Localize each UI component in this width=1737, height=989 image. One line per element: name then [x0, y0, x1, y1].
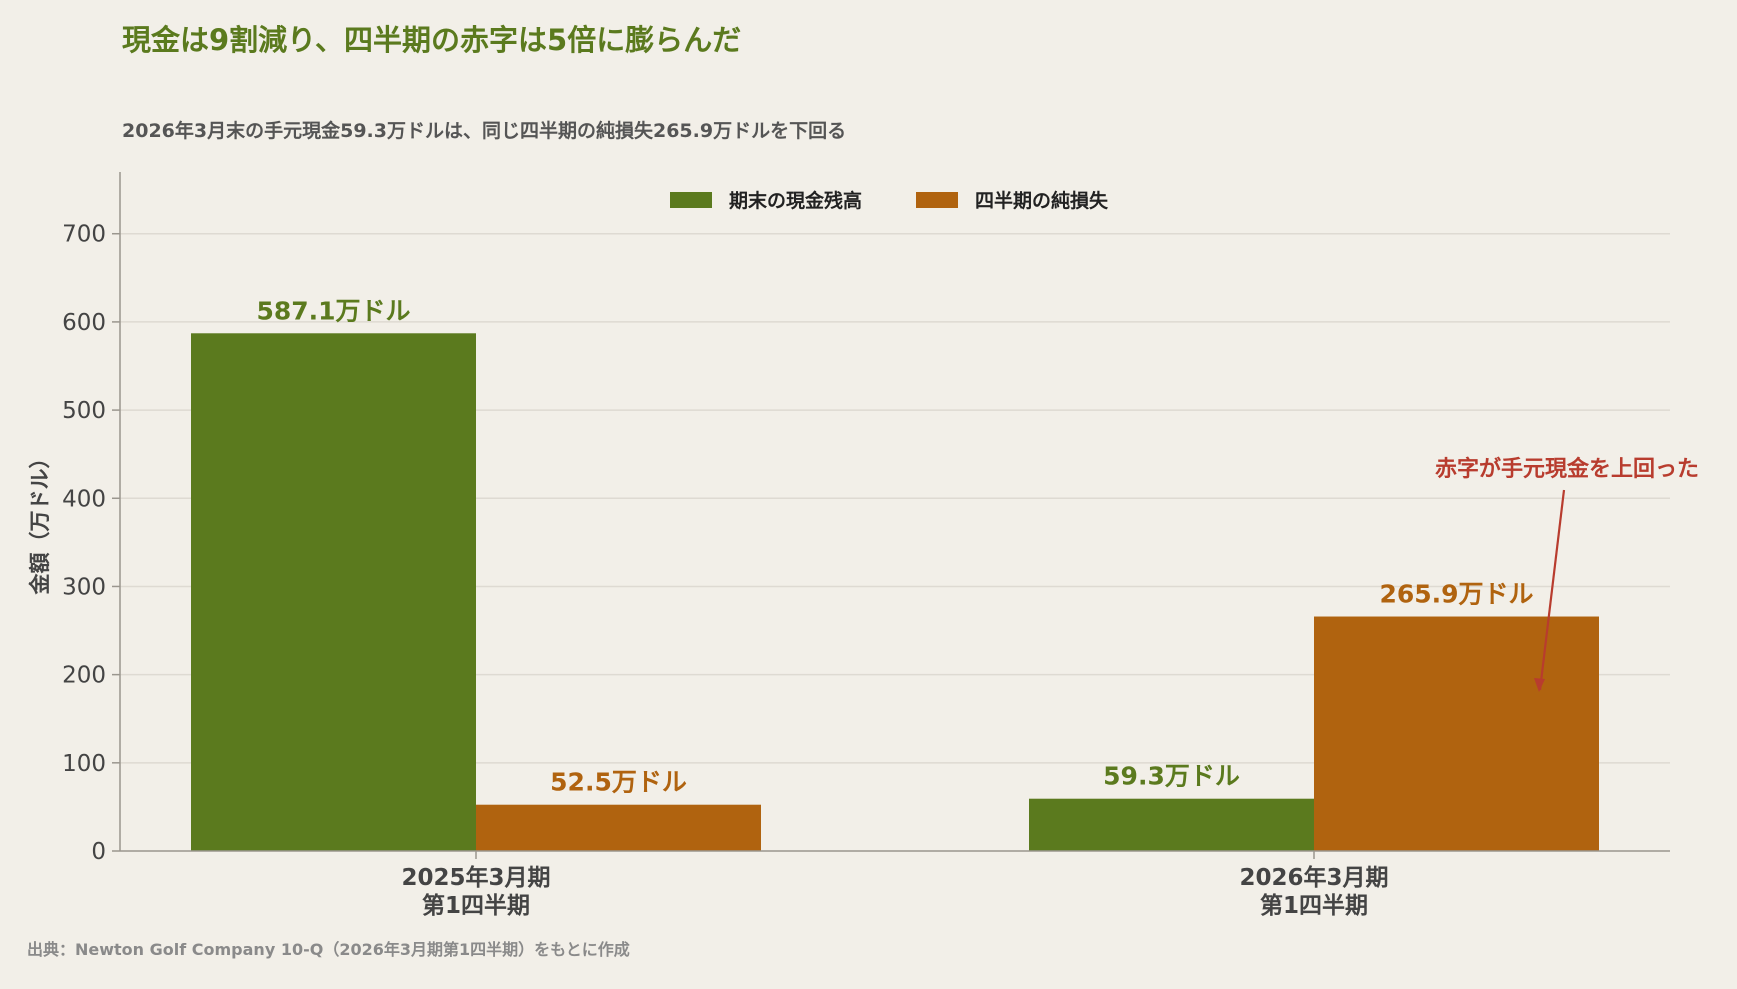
data-label: 52.5万ドル [550, 768, 687, 797]
bar-loss-0 [476, 804, 761, 851]
annotation-arrow-line [1538, 489, 1566, 691]
bars [191, 333, 1599, 851]
annotation-arrow-head [1534, 678, 1545, 692]
legend-label: 期末の現金残高 [729, 189, 862, 212]
bar-loss-1 [1314, 616, 1599, 851]
data-labels: 587.1万ドル 52.5万ドル 59.3万ドル 265.9万ドル [256, 296, 1533, 796]
x-tick-label: 2026年3月期 [1239, 864, 1388, 891]
data-label: 587.1万ドル [256, 296, 410, 325]
chart-title: 現金は9割減り、四半期の赤字は5倍に膨らんだ [122, 23, 741, 57]
source-note: 出典：Newton Golf Company 10-Q（2026年3月期第1四半… [27, 940, 630, 959]
chart-subtitle: 2026年3月末の手元現金59.3万ドルは、同じ四半期の純損失265.9万ドルを… [122, 119, 846, 142]
bar-cash-0 [191, 333, 476, 851]
y-tick-label: 0 [91, 839, 106, 865]
y-tick-label: 300 [62, 574, 106, 600]
y-tick-label: 100 [62, 751, 106, 777]
legend-label: 四半期の純損失 [975, 189, 1109, 212]
data-label: 59.3万ドル [1103, 762, 1240, 791]
bar-cash-1 [1029, 798, 1314, 851]
annotation-text: 赤字が手元現金を上回った [1435, 456, 1699, 482]
x-tick-label: 第1四半期 [422, 892, 530, 919]
annotation: 赤字が手元現金を上回った [1435, 456, 1699, 692]
y-tick-label: 600 [62, 310, 106, 336]
y-tick-label: 200 [62, 663, 106, 689]
legend-swatch [916, 192, 958, 208]
y-tick-label: 400 [62, 486, 106, 512]
x-tick-label: 2025年3月期 [401, 864, 550, 891]
legend-swatch [670, 192, 712, 208]
y-tick-label: 500 [62, 398, 106, 424]
data-label: 265.9万ドル [1379, 580, 1533, 609]
legend: 期末の現金残高 四半期の純損失 [670, 189, 1109, 212]
x-tick-label: 第1四半期 [1260, 892, 1368, 919]
y-tick-label: 700 [62, 222, 106, 248]
y-axis-label: 金額（万ドル） [28, 448, 52, 596]
axes: 01002003004005006007002025年3月期第1四半期2026年… [62, 172, 1670, 919]
